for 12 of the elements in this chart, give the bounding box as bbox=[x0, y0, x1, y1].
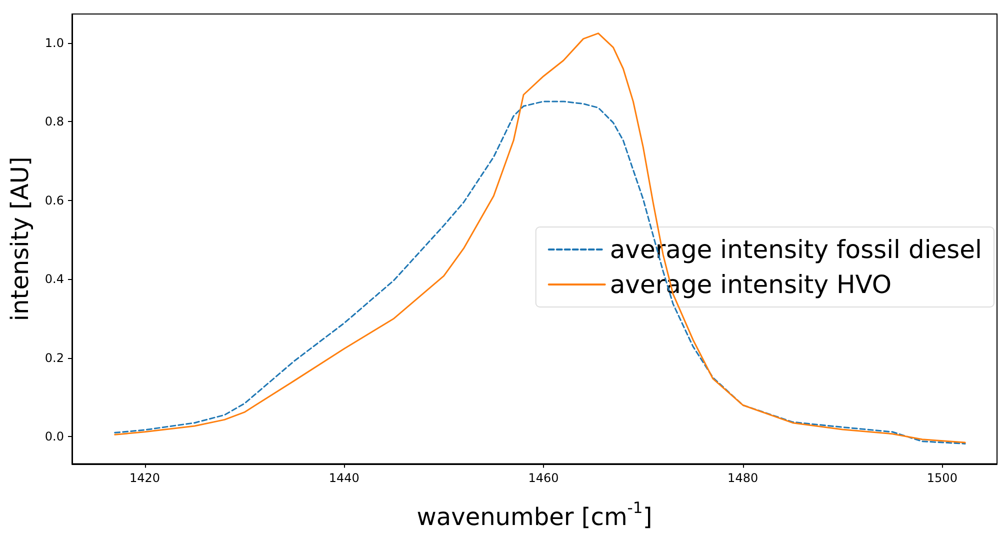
x-tick-label: 1420 bbox=[129, 470, 160, 485]
y-axis-title: intensity [AU] bbox=[6, 156, 34, 322]
y-tick-label: 0.0 bbox=[44, 430, 64, 444]
y-tick-label: 0.2 bbox=[44, 350, 64, 365]
x-tick-label: 1480 bbox=[728, 470, 758, 485]
x-tick-label: 1500 bbox=[926, 470, 958, 485]
y-tick-label: 0.8 bbox=[44, 114, 64, 129]
y-tick-label: 0.6 bbox=[44, 193, 64, 208]
x-tick-label: 1440 bbox=[328, 470, 360, 485]
y-tick-label: 0.4 bbox=[44, 272, 64, 286]
x-tick-label: 1460 bbox=[528, 470, 559, 485]
y-tick-label: 1.0 bbox=[44, 36, 64, 50]
